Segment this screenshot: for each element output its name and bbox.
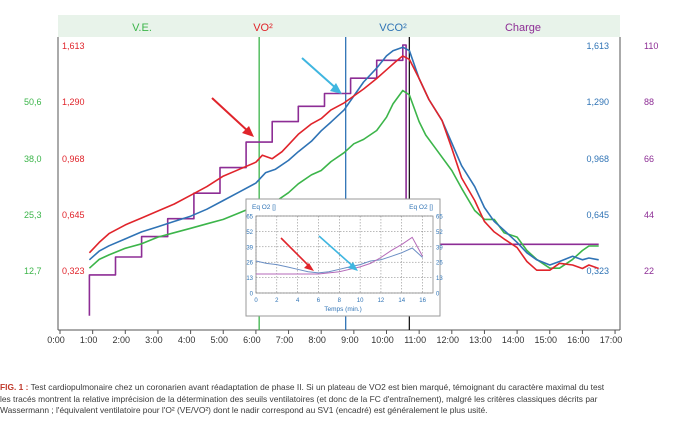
inset-x-tick-label: 4 [296,298,300,304]
series-line-vco2 [88,46,599,266]
inset-title-right: Eq O2 [] [409,204,433,211]
x-tick-label: 11:00 [404,335,426,345]
y-left-ve-tick-label: 12,7 [24,266,42,276]
inset-title-left: Eq O2 [] [252,204,276,211]
figure-caption: FIG. 1 : Test cardiopulmonaire chez un c… [0,382,686,417]
x-axis: 0:00 1:00 2:00 3:00 4:00 5:00 6:00 7:00 8:00 9:00… [47,37,622,345]
x-tick-label: 10:00 [371,335,394,345]
y-axis-right: 0,323 0,645 0,968 1,290 1,613 22 44 66 88 110 [586,41,658,276]
header-label-charge: Charge [505,22,541,34]
inset-series-line-eq_o2_b [256,236,424,275]
y-right-charge-tick-label: 110 [644,41,658,51]
inset-x-tick-label: 12 [378,298,385,304]
y-right-vco2-tick-label: 0,645 [586,210,609,220]
inset-y-left-label: 26 [246,261,253,267]
inset-x-tick-label: 0 [254,298,258,304]
y-right-charge-tick-label: 22 [644,266,654,276]
plot-background [0,0,686,380]
inset-arrow-red [280,237,314,271]
header-label-vco2: VCO² [379,22,407,34]
y-left-vo2-tick-label: 0,323 [62,266,85,276]
x-tick-label: 6:00 [243,335,261,345]
y-right-vco2-tick-label: 1,290 [586,97,609,107]
inset-y-left-label: 0 [250,292,254,298]
inset-series-line-eq_o2 [255,247,423,274]
x-tick-label: 12:00 [437,335,460,345]
y-right-charge-tick-label: 88 [644,97,654,107]
cardiopulmonary-chart: V.E. VO² VCO² Charge 0:00 1:00 2:00 3:00 4:0… [0,0,686,380]
inset-xlabel: Temps (min.) [324,306,362,313]
inset-y-right-label: 39 [436,245,443,251]
y-right-vco2-tick-label: 1,613 [586,41,609,51]
header-label-vo2: VO² [253,22,273,34]
inset-x-tick-label: 16 [419,298,426,304]
arrow-vco2 [301,57,342,94]
x-tick-label: 7:00 [276,335,294,345]
x-tick-label: 15:00 [534,335,557,345]
caption-line-2: les tracés montrent la relative imprécis… [0,393,598,404]
inset-y-right-label: 52 [436,230,443,236]
x-tick-label: 5:00 [210,335,228,345]
inset-x-tick-label: 14 [398,298,405,304]
y-right-vco2-tick-label: 0,323 [586,266,609,276]
inset-y-left-label: 39 [246,245,253,251]
y-left-ve-tick-label: 25,3 [24,210,42,220]
y-left-vo2-tick-label: 0,645 [62,210,85,220]
arrow-vo2 [211,97,254,137]
caption-line-1: FIG. 1 : Test cardiopulmonaire chez un c… [0,382,686,394]
y-left-ve-tick-label: 50,6 [24,97,42,107]
inset-x-tick-label: 10 [357,298,364,304]
y-axis-left: 12,7 25,3 38,0 50,6 0,323 0,645 0,968 1,290 1,61… [24,41,85,276]
y-left-vo2-tick-label: 1,290 [62,97,85,107]
series-line-vo2 [88,55,599,271]
x-tick-label: 0:00 [47,335,65,345]
x-tick-label: 2:00 [113,335,131,345]
inset-y-right-label: 65 [436,215,443,221]
inset-series [255,236,424,275]
inset-y-left-label: 13 [246,276,253,282]
inset-x-tick-label: 2 [275,298,279,304]
y-left-ve-tick-label: 38,0 [24,154,42,164]
x-tick-label: 13:00 [469,335,492,345]
x-tick-label: 1:00 [80,335,98,345]
y-right-vco2-tick-label: 0,968 [586,154,609,164]
x-tick-label: 17:00 [600,335,623,345]
y-left-vo2-tick-label: 1,613 [62,41,85,51]
x-tick-label: 4:00 [178,335,196,345]
inset-y-left-label: 65 [246,215,253,221]
caption-fig-label: FIG. 1 : [0,382,29,392]
x-tick-label: 8:00 [308,335,326,345]
series-group [88,44,599,316]
inset-y-right-label: 13 [436,276,443,282]
inset-y-right-label: 26 [436,261,443,267]
inset-x-tick-label: 8 [338,298,342,304]
header-label-ve: V.E. [132,22,152,34]
x-tick-label: 3:00 [145,335,163,345]
y-right-charge-tick-label: 66 [644,154,654,164]
inset-panel: Eq O2 [] Eq O2 [] Temps (min.) 013263952… [245,198,443,317]
inset-x-tick-label: 6 [317,298,321,304]
x-tick-label: 16:00 [567,335,590,345]
caption-text-1: Test cardiopulmonaire chez un coronarien… [28,382,605,392]
x-tick-label: 9:00 [341,335,359,345]
y-right-charge-tick-label: 44 [644,210,654,220]
series-line-ve [88,89,599,269]
inset-y-right-label: 0 [436,292,440,298]
caption-line-3: Wassermann ; l'équivalent ventilatoire p… [0,405,488,416]
y-left-vo2-tick-label: 0,968 [62,154,85,164]
inset-axes: 0 13 26 39 52 65 0 13 26 39 52 65 0 2 4 6 8 10 12 14 16 [246,215,443,305]
x-tick-label: 14:00 [502,335,525,345]
inset-y-left-label: 52 [246,230,253,236]
inset-arrow-cyan [318,235,358,271]
header-band [58,15,620,37]
